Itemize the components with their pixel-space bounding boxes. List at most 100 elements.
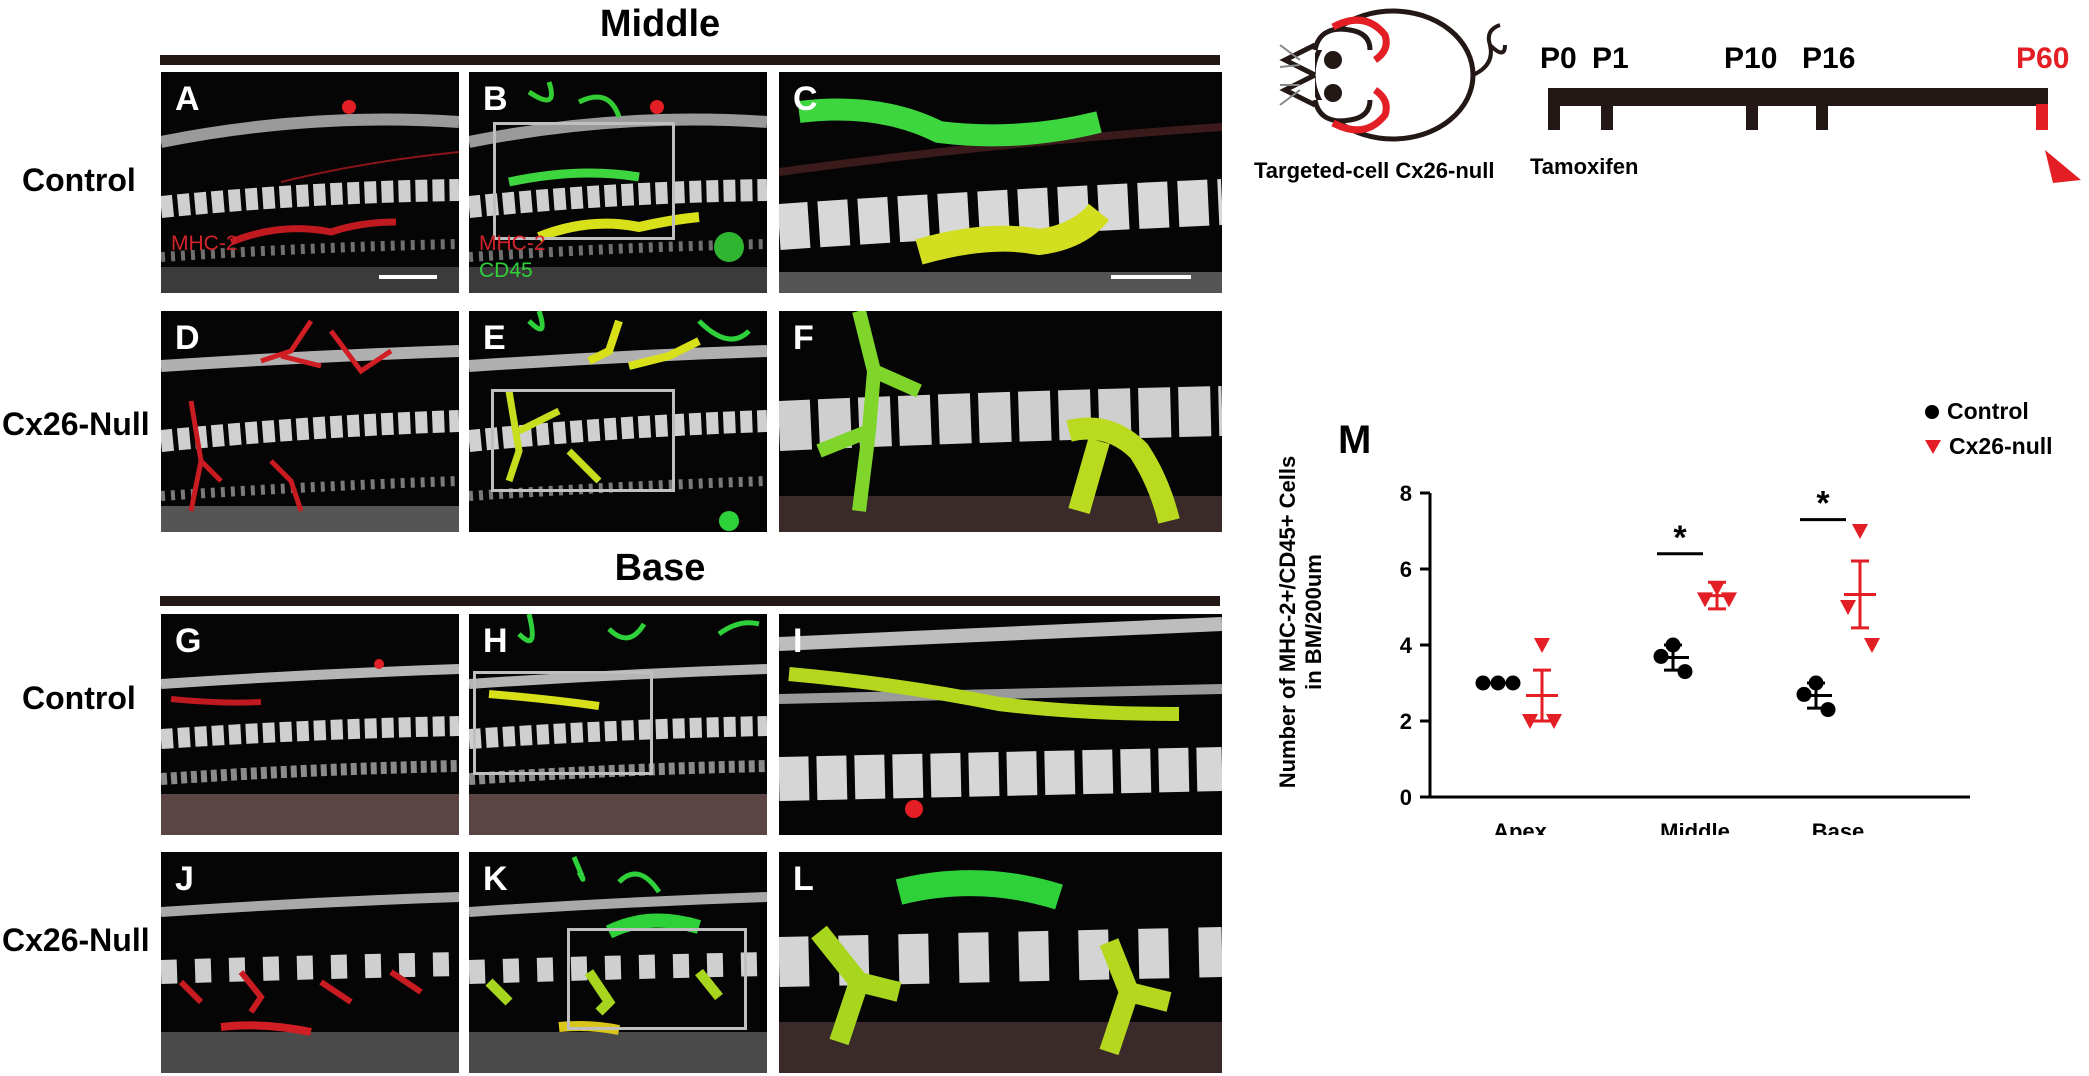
micrograph-panel-k: K (469, 852, 767, 1073)
micrograph-f-image (779, 311, 1222, 532)
panel-label-e: E (483, 319, 506, 357)
panel-label-l: L (793, 860, 814, 898)
section-title-middle: Middle (599, 3, 721, 45)
tick-label-p1: P1 (1592, 42, 1629, 75)
micrograph-k-image (469, 856, 767, 1073)
row-label-null-middle: Cx26-Null (2, 406, 150, 442)
tamoxifen-label: Tamoxifen (1530, 154, 1639, 179)
micrograph-a-image (161, 100, 459, 293)
micrograph-j-image (161, 892, 459, 1073)
tick-label-p16: P16 (1802, 42, 1856, 75)
micrograph-panel-f: F (779, 311, 1222, 532)
data-point-cx26-null (1546, 714, 1562, 729)
data-point-cx26-null (1864, 638, 1880, 653)
micrograph-panel-h: H (469, 614, 767, 835)
y-tick-label: 4 (1400, 633, 1413, 658)
legend-label-control: Control (1947, 398, 2029, 424)
section-rule-middle (160, 55, 1220, 65)
inset-box-e (491, 389, 675, 492)
row-label-null-base: Cx26-Null (2, 922, 150, 958)
micrograph-panel-g: G (161, 614, 459, 835)
y-axis-label: Number of MHC-2+/CD45+ Cells in BM/200um (1275, 422, 1345, 822)
section-title-base: Base (614, 547, 706, 589)
tick-label-p0: P0 (1540, 42, 1577, 75)
micrograph-panel-a: A MHC-2 (161, 72, 459, 293)
micrograph-g-image (161, 659, 459, 835)
panel-label-d: D (175, 319, 200, 357)
micrograph-panel-e: E (469, 311, 767, 532)
micrograph-c-image (779, 98, 1222, 293)
significance-star: * (1816, 485, 1830, 523)
arrow-head-icon (2045, 150, 2081, 183)
legend-label-cx26-null: Cx26-null (1949, 433, 2053, 459)
panel-label-h: H (483, 622, 508, 660)
row-label-control-middle: Control (22, 162, 136, 198)
panel-label-c: C (793, 80, 818, 118)
data-point-cx26-null (1840, 600, 1856, 615)
panel-label-a: A (175, 80, 200, 118)
micrograph-d-image (161, 319, 459, 532)
data-point-control (1677, 664, 1693, 680)
micrograph-panel-i: I (779, 614, 1222, 835)
tick-label-p10: P10 (1724, 42, 1778, 75)
inset-box-b (493, 122, 675, 240)
panel-label-m: M (1338, 418, 1372, 462)
x-tick-label-base: Base (1812, 819, 1865, 835)
chart-error-bars: ** (1482, 485, 1876, 723)
channel-label-cd45: CD45 (479, 259, 533, 282)
tick-mark-p0 (1548, 104, 1560, 130)
panel-label-k: K (483, 860, 508, 898)
significance-star: * (1673, 519, 1687, 557)
y-axis-label-line1: Number of MHC-2+/CD45+ Cells (1275, 455, 1300, 789)
tick-mark-p60 (2036, 104, 2048, 130)
data-point-control (1820, 702, 1836, 718)
micrograph-l-image (779, 870, 1222, 1073)
micrograph-b-image (469, 81, 767, 293)
y-tick-label: 0 (1400, 785, 1412, 810)
inset-box-h (473, 671, 653, 775)
micrograph-e-image (469, 311, 767, 531)
scale-bar (1111, 275, 1191, 279)
x-tick-label-apex: Apex (1493, 819, 1548, 835)
channel-label-mhc2: MHC-2 (479, 232, 546, 255)
inset-box-k (567, 928, 747, 1030)
chart-legend: Control Cx26-null (1925, 398, 2053, 460)
y-tick-label: 8 (1400, 481, 1412, 506)
tick-label-p60: P60 (2016, 42, 2070, 75)
micrograph-panel-b: B MHC-2 CD45 (469, 72, 767, 293)
section-rule-base (160, 596, 1220, 606)
y-axis-label-line2: in BM/200um (1301, 554, 1326, 690)
data-point-cx26-null (1534, 638, 1550, 653)
circle-icon (1925, 405, 1939, 419)
tick-mark-p16 (1816, 104, 1828, 130)
timeline-bar (1548, 88, 2048, 106)
mouse-label: Targeted-cell Cx26-null (1254, 158, 1495, 183)
row-label-control-base: Control (22, 680, 136, 716)
micrograph-i-image (779, 617, 1222, 818)
legend-item-cx26-null: Cx26-null (1925, 433, 2053, 460)
tick-mark-p10 (1746, 104, 1758, 130)
panel-label-i: I (793, 622, 803, 660)
micrograph-panel-j: J (161, 852, 459, 1073)
micrograph-h-image (469, 614, 767, 835)
chart-axes: 0 2 4 6 8 Apex Middle Base (1400, 481, 1970, 835)
tick-mark-p1 (1601, 104, 1613, 130)
data-point-cx26-null (1522, 714, 1538, 729)
data-point-cx26-null (1852, 524, 1868, 539)
micrograph-panel-c: C (779, 72, 1222, 293)
panel-label-f: F (793, 319, 814, 357)
legend-item-control: Control (1925, 398, 2053, 425)
panel-label-j: J (175, 860, 194, 898)
y-tick-label: 2 (1400, 709, 1412, 734)
scale-bar (379, 275, 437, 279)
mouse-icon (1279, 8, 1507, 142)
triangle-down-icon (1925, 440, 1941, 454)
micrograph-panel-l: L (779, 852, 1222, 1073)
y-tick-label: 6 (1400, 557, 1412, 582)
x-tick-label-middle: Middle (1660, 819, 1730, 835)
channel-label-mhc2: MHC-2 (171, 232, 238, 255)
timeline-schematic: Targeted-cell Cx26-null Tamoxifen P0 P1 … (1250, 0, 2089, 200)
panel-label-g: G (175, 622, 202, 660)
micrograph-panel-d: D (161, 311, 459, 532)
